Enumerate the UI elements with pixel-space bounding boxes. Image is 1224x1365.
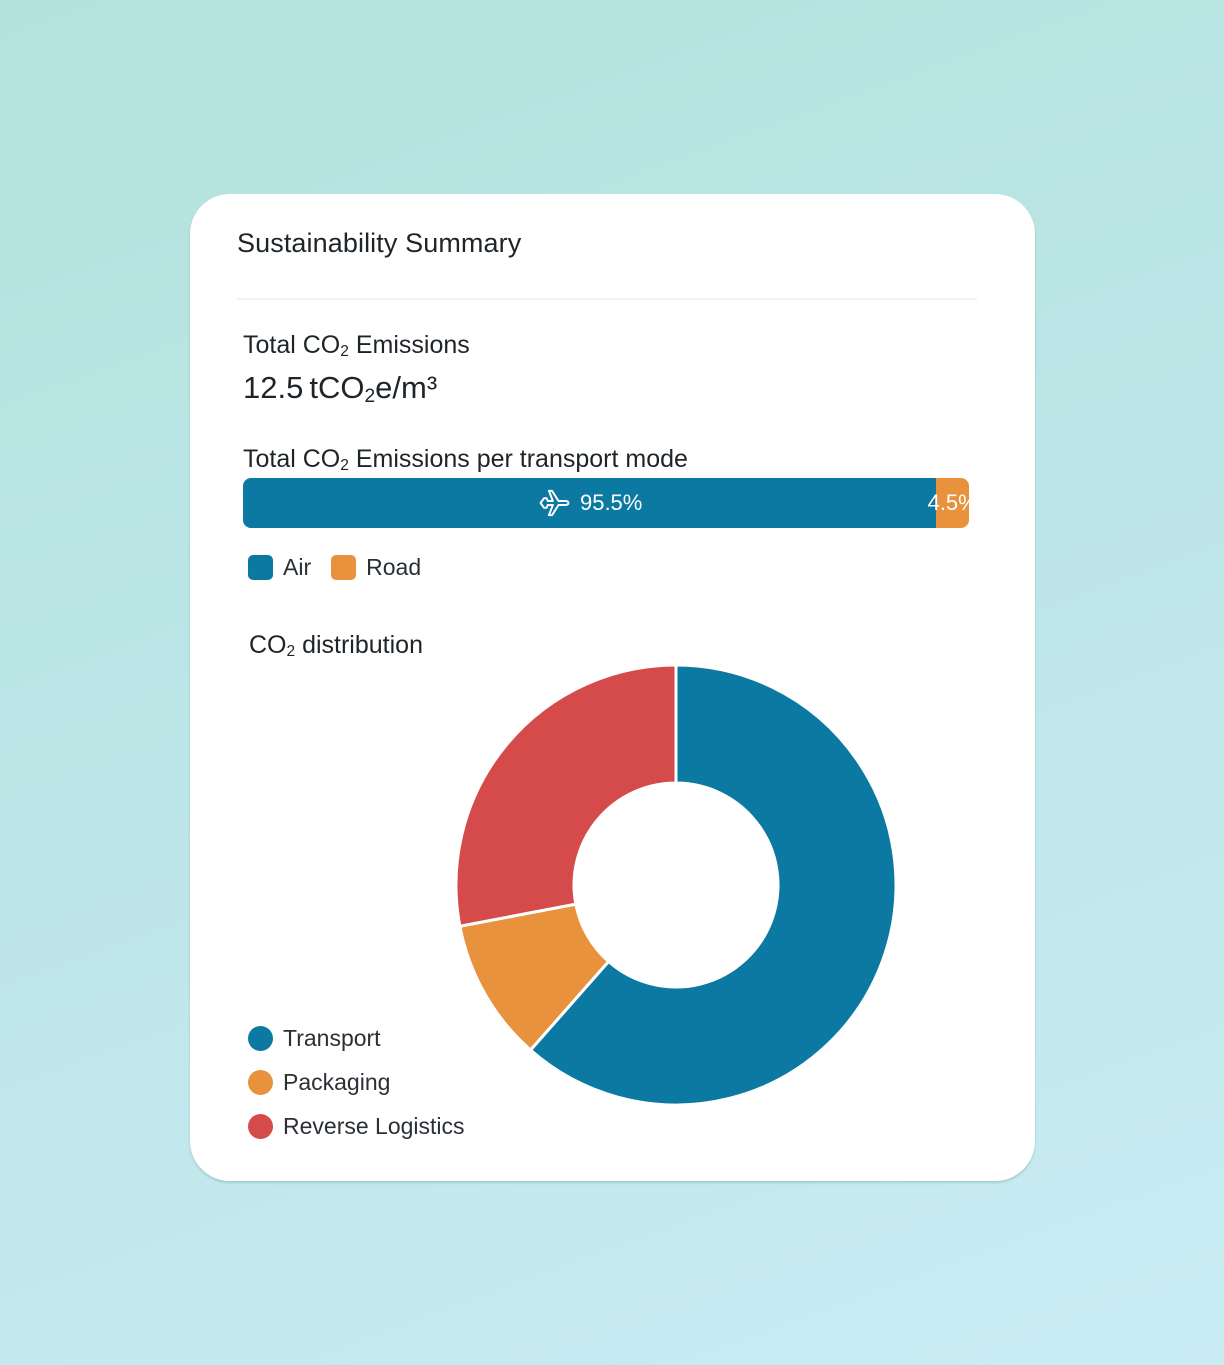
transport-mode-bar: 95.5% 4.5%: [243, 478, 969, 528]
donut-slice-reverse-logistics: [455, 664, 678, 928]
reverse-logistics-swatch: [248, 1113, 273, 1139]
donut-slice-transport: [528, 664, 897, 1106]
legend-label-road: Road: [366, 554, 422, 580]
road-percent-label: 4.5%: [927, 490, 969, 515]
legend-item-packaging: Packaging: [248, 1060, 465, 1104]
legend-label-transport: Transport: [283, 1024, 381, 1051]
emissions-number: 12.5: [243, 370, 304, 405]
legend-item-road: Road: [331, 554, 421, 581]
distribution-legend: Transport Packaging Reverse Logistics: [248, 1016, 465, 1148]
total-emissions-value: 12.5 tCO2e/m³: [243, 370, 437, 406]
air-percent-label: 95.5%: [579, 490, 643, 515]
legend-label-air: Air: [283, 554, 312, 580]
road-swatch: [331, 555, 357, 580]
mode-segment-air: 95.5%: [243, 478, 937, 528]
legend-label-reverse-logistics: Reverse Logistics: [283, 1112, 465, 1139]
packaging-swatch: [248, 1069, 273, 1095]
transport-mode-label: Total CO2 Emissions per transport mode: [243, 445, 688, 475]
legend-item-transport: Transport: [248, 1016, 465, 1060]
legend-item-reverse-logistics: Reverse Logistics: [248, 1104, 465, 1148]
transport-mode-legend: Air Road: [248, 554, 441, 581]
transport-swatch: [248, 1025, 273, 1051]
header-divider: [237, 298, 977, 300]
legend-label-packaging: Packaging: [283, 1068, 391, 1095]
co2-distribution-donut-chart: [455, 664, 897, 1106]
card-title: Sustainability Summary: [237, 228, 522, 258]
legend-item-air: Air: [248, 554, 311, 581]
emissions-unit: tCO2e/m³: [309, 370, 438, 407]
sustainability-summary-card: Sustainability Summary Total CO2 Emissio…: [190, 194, 1035, 1181]
air-swatch: [248, 555, 273, 580]
total-emissions-label: Total CO2 Emissions: [243, 331, 470, 361]
mode-segment-road: 4.5%: [928, 478, 969, 528]
distribution-label: CO2 distribution: [249, 631, 423, 661]
airplane-icon: [539, 489, 570, 517]
